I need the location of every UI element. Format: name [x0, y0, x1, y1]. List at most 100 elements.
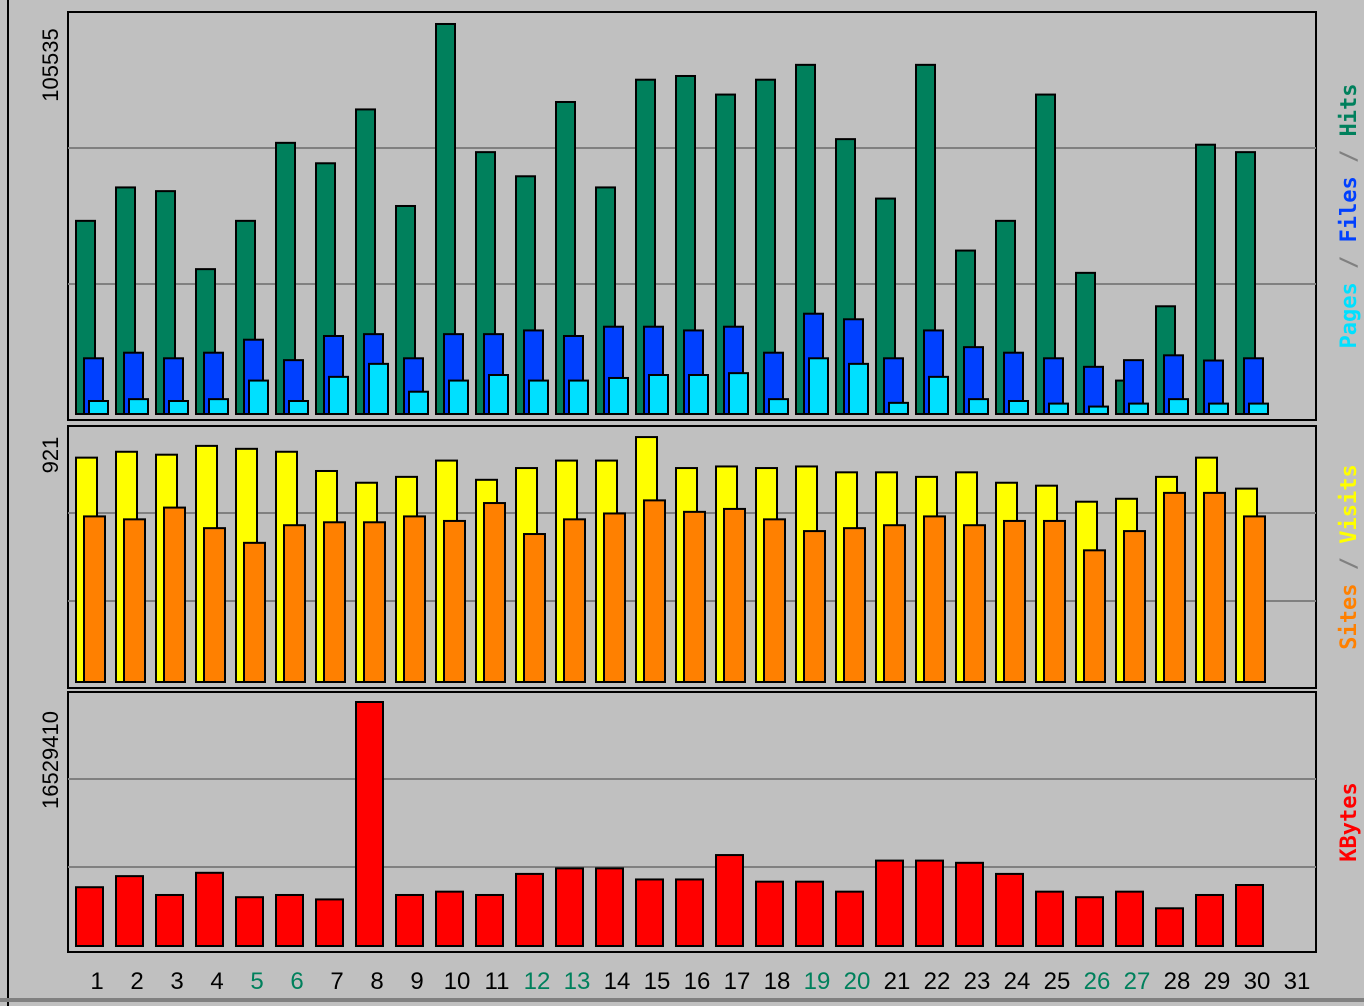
bar-kbytes-day-22 — [915, 859, 944, 947]
legend-part: Files — [1337, 176, 1362, 242]
bar-pages-day-2 — [128, 398, 149, 415]
bar-pages-day-15 — [648, 373, 669, 415]
bar-sites-day-8 — [363, 521, 386, 683]
x-tick-label-day-29: 29 — [1204, 968, 1231, 995]
bar-pages-day-3 — [168, 399, 189, 415]
bar-pages-day-18 — [768, 398, 789, 415]
bar-sites-day-17 — [723, 507, 746, 684]
bar-sites-day-19 — [803, 530, 826, 683]
bar-sites-day-20 — [843, 527, 866, 683]
bar-kbytes-day-15 — [635, 878, 664, 947]
bar-kbytes-day-24 — [995, 872, 1024, 948]
x-tick-label-day-19: 19 — [804, 968, 831, 995]
bar-pages-day-6 — [288, 399, 309, 415]
bar-pages-day-24 — [1008, 399, 1029, 415]
bar-pages-day-19 — [808, 357, 829, 415]
bar-sites-day-30 — [1243, 515, 1266, 683]
legend-part: Sites — [1337, 584, 1362, 650]
bar-kbytes-day-26 — [1075, 896, 1104, 948]
series-pages — [88, 357, 1269, 416]
bar-sites-day-26 — [1083, 549, 1106, 683]
x-tick-label-day-5: 5 — [250, 968, 263, 995]
bar-kbytes-day-7 — [315, 898, 344, 947]
bar-sites-day-29 — [1203, 491, 1226, 684]
legend-part: / — [1337, 544, 1362, 584]
bar-kbytes-day-5 — [235, 896, 264, 948]
bar-pages-day-12 — [528, 379, 549, 416]
bar-kbytes-day-19 — [795, 880, 824, 947]
bar-pages-day-8 — [368, 362, 389, 415]
bar-kbytes-day-20 — [835, 890, 864, 947]
legend-part: KBytes — [1337, 782, 1362, 861]
bar-pages-day-1 — [88, 399, 109, 415]
x-tick-label-day-17: 17 — [724, 968, 751, 995]
bar-sites-day-21 — [883, 524, 906, 683]
panel-sites-visits: 921 Sites / Visits — [38, 425, 1362, 689]
series-legend-label: Sites / Visits — [1337, 464, 1362, 649]
bar-kbytes-day-18 — [755, 880, 784, 947]
bar-pages-day-10 — [448, 379, 469, 416]
bar-pages-day-20 — [848, 362, 869, 415]
bar-kbytes-day-9 — [395, 893, 424, 947]
series-hits — [75, 22, 1256, 416]
bar-sites-day-3 — [163, 506, 186, 683]
series-sites — [83, 491, 1266, 684]
bar-kbytes-day-10 — [435, 890, 464, 947]
x-tick-label-day-14: 14 — [604, 968, 631, 995]
x-tick-label-day-16: 16 — [684, 968, 711, 995]
bar-pages-day-14 — [608, 376, 629, 415]
bar-sites-day-2 — [123, 518, 146, 683]
x-tick-label-day-6: 6 — [290, 968, 303, 995]
bar-pages-day-16 — [688, 373, 709, 415]
max-value-label: 921 — [38, 437, 63, 474]
bar-kbytes-day-3 — [155, 893, 184, 947]
x-tick-label-day-12: 12 — [524, 968, 551, 995]
bar-sites-day-7 — [323, 521, 346, 683]
series-kbytes — [75, 701, 1264, 948]
series-legend-label: KBytes — [1337, 782, 1362, 861]
bar-pages-day-23 — [968, 398, 989, 415]
bar-kbytes-day-21 — [875, 859, 904, 947]
series-legend-label: Pages / Files / Hits — [1337, 84, 1362, 349]
bar-kbytes-day-29 — [1195, 893, 1224, 947]
bar-sites-day-1 — [83, 515, 106, 683]
bar-sites-day-9 — [403, 515, 426, 683]
x-tick-label-day-1: 1 — [90, 968, 103, 995]
bar-pages-day-29 — [1208, 402, 1229, 416]
max-value-label: 16529410 — [38, 711, 63, 809]
legend-part: Visits — [1337, 464, 1362, 543]
bar-sites-day-14 — [603, 512, 626, 683]
bar-kbytes-day-17 — [715, 854, 744, 948]
bar-sites-day-4 — [203, 527, 226, 683]
bar-sites-day-10 — [443, 519, 466, 683]
bar-pages-day-22 — [928, 375, 949, 416]
legend-part: / — [1337, 242, 1362, 282]
bar-pages-day-17 — [728, 372, 749, 415]
legend-part: Pages — [1337, 282, 1362, 348]
bar-pages-day-5 — [248, 379, 269, 416]
panel-hits-files-pages: 105535 Pages / Files / Hits — [38, 11, 1362, 421]
bar-kbytes-day-4 — [195, 871, 224, 947]
bar-sites-day-25 — [1043, 519, 1066, 683]
bar-pages-day-4 — [208, 398, 229, 415]
bar-sites-day-6 — [283, 524, 306, 683]
x-tick-label-day-31: 31 — [1284, 968, 1311, 995]
x-tick-label-day-28: 28 — [1164, 968, 1191, 995]
bar-pages-day-25 — [1048, 402, 1069, 416]
bar-pages-day-28 — [1168, 398, 1189, 415]
bar-kbytes-day-12 — [515, 872, 544, 948]
bar-sites-day-16 — [683, 510, 706, 684]
bar-sites-day-13 — [563, 518, 586, 683]
bar-pages-day-30 — [1248, 402, 1269, 416]
legend-part: / — [1337, 137, 1362, 177]
bar-sites-day-24 — [1003, 519, 1026, 683]
x-tick-label-day-30: 30 — [1244, 968, 1271, 995]
bar-pages-day-13 — [568, 379, 589, 416]
x-tick-label-day-22: 22 — [924, 968, 951, 995]
bar-kbytes-day-6 — [275, 893, 304, 947]
x-tick-label-day-7: 7 — [330, 968, 343, 995]
bar-sites-day-22 — [923, 515, 946, 683]
bar-kbytes-day-2 — [115, 875, 144, 947]
x-tick-label-day-13: 13 — [564, 968, 591, 995]
bar-pages-day-27 — [1128, 402, 1149, 416]
